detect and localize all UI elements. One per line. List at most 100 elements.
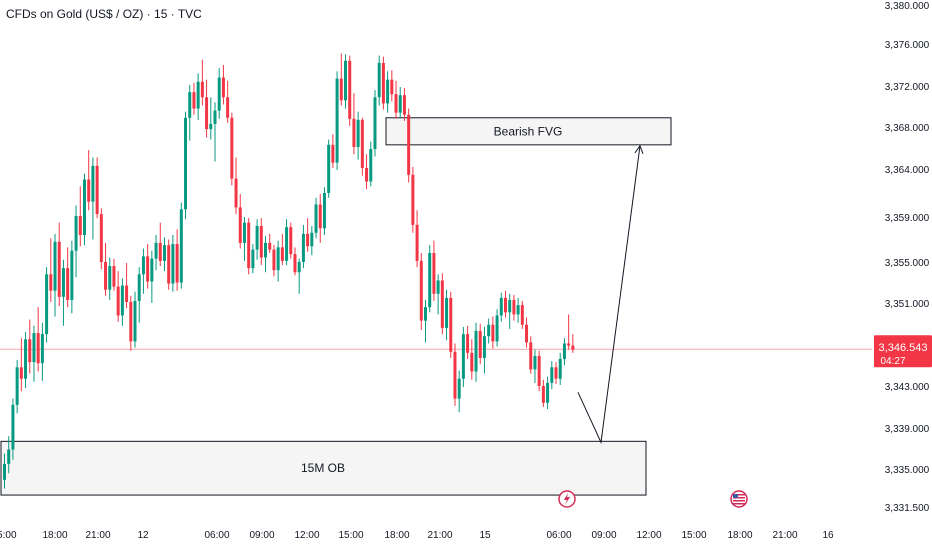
y-tick-label: 3,364.000 bbox=[885, 165, 930, 176]
candle-body bbox=[415, 224, 419, 261]
candle-body bbox=[407, 114, 411, 175]
candle-body bbox=[348, 60, 352, 119]
candle-body bbox=[373, 97, 377, 150]
candle-body bbox=[550, 367, 554, 383]
x-tick-label: 06:00 bbox=[204, 530, 229, 541]
candle-body bbox=[146, 256, 150, 282]
candle-body bbox=[322, 193, 326, 229]
candle-body bbox=[440, 280, 444, 328]
candle-body bbox=[91, 165, 95, 202]
candle-body bbox=[449, 297, 453, 352]
candle-body bbox=[453, 351, 457, 399]
x-tick-label: 21:00 bbox=[772, 530, 797, 541]
lightning-event-icon[interactable] bbox=[558, 490, 576, 508]
candle-body bbox=[335, 78, 339, 163]
candle-body bbox=[327, 144, 331, 193]
candle-body bbox=[365, 167, 369, 182]
candle-body bbox=[499, 297, 503, 316]
candle-body bbox=[28, 339, 32, 363]
candle-body bbox=[487, 324, 491, 337]
candle-body bbox=[562, 343, 566, 360]
candle-body bbox=[238, 207, 242, 243]
x-tick-label: 15 bbox=[479, 530, 491, 541]
candle-body bbox=[158, 242, 162, 261]
y-tick-label: 3,376.000 bbox=[885, 40, 930, 51]
candle-body bbox=[226, 97, 230, 118]
x-tick-label: 16 bbox=[822, 530, 834, 541]
candle-body bbox=[19, 367, 23, 379]
x-tick-label: 09:00 bbox=[591, 530, 616, 541]
candle-body bbox=[445, 297, 449, 328]
candle-body bbox=[3, 463, 6, 480]
candle-body bbox=[259, 226, 263, 258]
x-tick-label: 18:00 bbox=[727, 530, 752, 541]
candle-body bbox=[247, 222, 251, 269]
candle-body bbox=[53, 241, 57, 291]
ob-15m-zone bbox=[0, 440, 647, 496]
candle-body bbox=[314, 204, 318, 233]
candle-body bbox=[217, 77, 221, 111]
candle-body bbox=[297, 262, 301, 273]
candle-body bbox=[289, 227, 293, 255]
candle-body bbox=[120, 285, 124, 316]
candle-body bbox=[419, 260, 423, 321]
candle-body bbox=[230, 117, 234, 179]
candle-body bbox=[57, 241, 61, 297]
candle-body bbox=[461, 334, 465, 379]
projection-path bbox=[577, 145, 641, 445]
candle-body bbox=[424, 307, 427, 321]
candle-body bbox=[411, 174, 415, 225]
candle-body bbox=[546, 382, 550, 403]
candle-body bbox=[310, 232, 314, 247]
y-tick-label: 3,359.000 bbox=[885, 213, 930, 224]
candle-body bbox=[234, 178, 238, 208]
x-tick-label: 09:00 bbox=[249, 530, 274, 541]
y-tick-label: 3,372.000 bbox=[885, 82, 930, 93]
x-tick-label: 21:00 bbox=[427, 530, 452, 541]
price-countdown: 04:27 bbox=[880, 356, 905, 367]
candle-body bbox=[141, 256, 145, 275]
candle-body bbox=[280, 247, 284, 261]
candle-body bbox=[196, 81, 200, 109]
x-tick-label: 15:00 bbox=[0, 530, 17, 541]
candle-body bbox=[390, 79, 394, 95]
candle-body bbox=[179, 209, 183, 283]
candle-body bbox=[242, 222, 246, 243]
us-flag-event-icon[interactable] bbox=[730, 490, 748, 508]
y-tick-label: 3,339.000 bbox=[885, 424, 930, 435]
ob-15m-label: 15M OB bbox=[301, 461, 345, 475]
candle-body bbox=[104, 262, 108, 290]
candle-body bbox=[209, 123, 213, 130]
candle-body bbox=[491, 324, 495, 342]
candle-body bbox=[154, 242, 158, 259]
candle-body bbox=[470, 352, 474, 372]
candle-body bbox=[167, 245, 171, 284]
y-tick-label: 3,351.000 bbox=[885, 299, 930, 310]
candle-body bbox=[150, 258, 154, 282]
candle-body bbox=[99, 214, 103, 262]
candle-body bbox=[40, 334, 44, 364]
candle-body bbox=[49, 274, 53, 291]
candle-body bbox=[344, 60, 348, 101]
candle-body bbox=[474, 331, 478, 372]
candle-body bbox=[293, 254, 297, 273]
candle-body bbox=[95, 165, 99, 215]
candle-body bbox=[171, 244, 175, 284]
candle-body bbox=[162, 245, 166, 261]
x-tick-label: 18:00 bbox=[384, 530, 409, 541]
y-tick-label: 3,380.000 bbox=[885, 1, 930, 12]
candle-body bbox=[78, 216, 82, 235]
candle-body bbox=[74, 216, 78, 251]
candle-body bbox=[61, 268, 65, 297]
candle-body bbox=[306, 233, 310, 247]
candle-body bbox=[554, 367, 558, 379]
projection-arrowhead bbox=[634, 144, 644, 155]
candle-body bbox=[66, 268, 70, 300]
candle-body bbox=[251, 249, 255, 269]
candle-body bbox=[432, 253, 436, 294]
candle-body bbox=[377, 62, 381, 98]
candle-body bbox=[36, 333, 40, 364]
candle-body bbox=[301, 233, 305, 262]
candle-body bbox=[571, 345, 575, 350]
